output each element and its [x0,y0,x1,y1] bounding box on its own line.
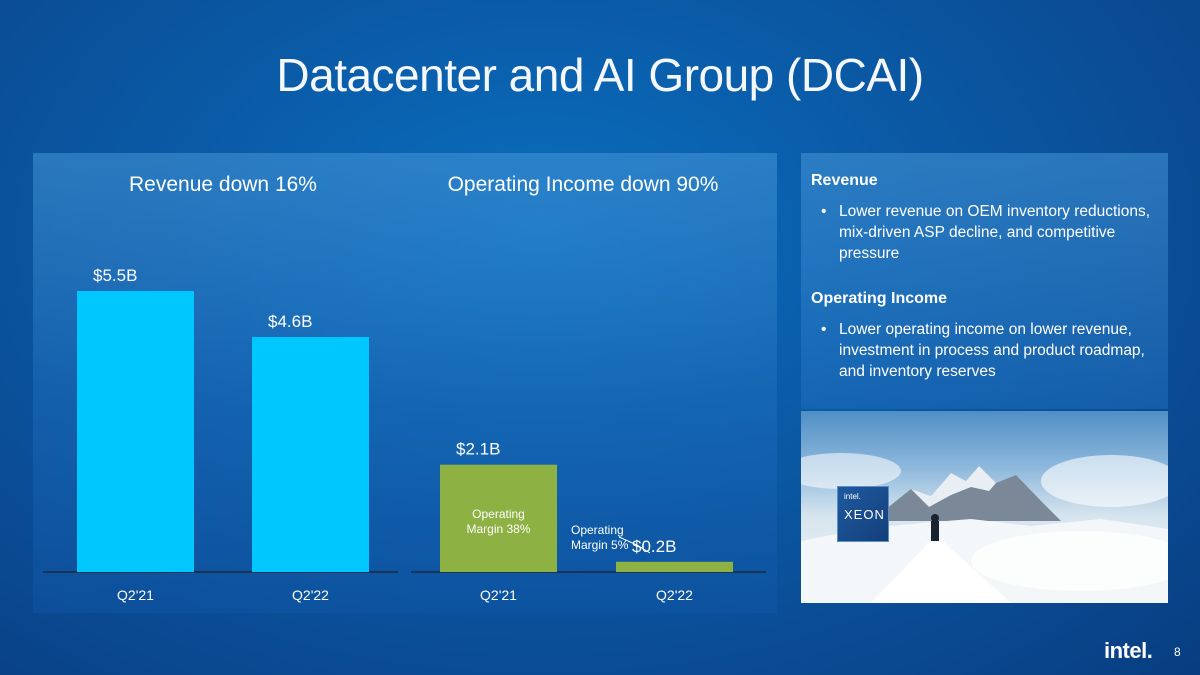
operating-income-tick-label-1: Q2'21 [480,587,517,603]
operating-income-bullets: Lower operating income on lower revenue,… [819,319,1159,382]
revenue-section-title: Revenue [811,172,878,189]
operating-income-bar-2 [616,561,733,572]
margin-annotation-1-line1: Operating [472,507,525,521]
xeon-badge-product: XEON [844,507,885,522]
xeon-badge-brand: intel. [844,492,861,501]
operating-income-bullet: Lower operating income on lower revenue,… [819,319,1159,382]
chart-panel: Revenue down 16% Operating Income down 9… [33,153,777,613]
mountain-illustration [801,453,1168,603]
margin-annotation-2-line1: Operating [571,523,624,537]
revenue-chart-title: Revenue down 16% [129,173,317,196]
revenue-data-label-1: $5.5B [93,266,137,285]
xeon-mountain-photo: intel. XEON [801,411,1168,603]
operating-income-data-label-1: $2.1B [456,440,500,459]
intel-logo: intel. [1104,638,1153,663]
revenue-bar-2 [252,336,369,572]
revenue-tick-label-2: Q2'22 [292,587,329,603]
margin-annotation-2-line2: Margin 5% [571,538,629,552]
operating-income-tick-label-2: Q2'22 [656,587,693,603]
page-title: Datacenter and AI Group (DCAI) [276,49,924,101]
operating-income-chart-title: Operating Income down 90% [447,173,719,196]
margin-annotation-2-leader [618,536,651,554]
revenue-bullet: Lower revenue on OEM inventory reduction… [819,201,1159,264]
bar-charts: $5.5B Q2'21 $4.6B Q2'22 $2.1B Q2'21 $0.2B Q2'22… [43,266,766,603]
margin-annotation-1-line2: Margin 38% [466,522,530,536]
revenue-tick-label-1: Q2'21 [117,587,154,603]
revenue-data-label-2: $4.6B [268,312,312,331]
revenue-bar-1 [77,291,194,572]
xeon-badge: intel. XEON [837,486,889,542]
operating-income-bar-1 [440,464,557,572]
page-number: 8 [1174,645,1181,659]
commentary-panel: Revenue Lower revenue on OEM inventory r… [801,153,1168,409]
revenue-bullets: Lower revenue on OEM inventory reduction… [819,201,1159,264]
operating-income-section-title: Operating Income [811,290,948,307]
operating-income-data-label-2: $0.2B [632,537,676,556]
